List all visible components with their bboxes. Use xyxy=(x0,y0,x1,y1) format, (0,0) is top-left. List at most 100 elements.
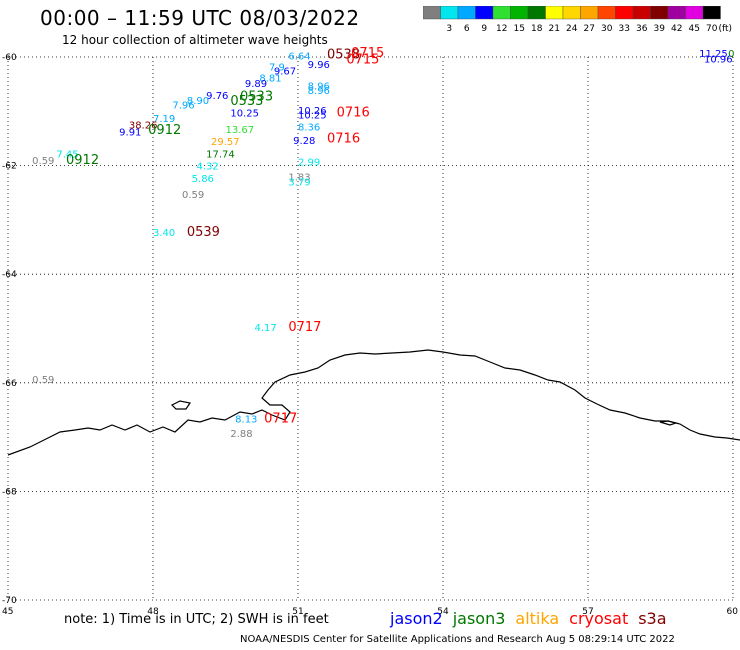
colorbar-swatch xyxy=(545,6,564,20)
wave-height-label: 7.45 xyxy=(56,149,78,160)
wave-height-label: 6.64 xyxy=(288,52,310,63)
wave-height-label: 0 xyxy=(728,49,734,60)
wave-height-label: 9.76 xyxy=(206,91,228,102)
colorbar-swatch xyxy=(457,6,476,20)
wave-height-label: 7.9 xyxy=(269,63,285,74)
lon-tick-label: 48 xyxy=(147,607,159,617)
colorbar-swatch xyxy=(597,6,616,20)
colorbar-swatch xyxy=(702,6,721,20)
wave-height-label: 10.25 xyxy=(230,109,259,120)
colorbar-label: 21 xyxy=(549,24,560,34)
colorbar-label: 15 xyxy=(514,24,525,34)
coastline-path xyxy=(7,349,740,456)
colorbar-swatch xyxy=(423,6,441,20)
wave-height-label: 8.36 xyxy=(298,122,320,133)
wave-height-label: 3.40 xyxy=(153,228,175,239)
wave-height-label: 8.90 xyxy=(187,96,209,107)
colorbar-label: 12 xyxy=(496,24,507,34)
wave-height-label: 1.83 xyxy=(288,172,310,183)
wave-height-label: 10.96 xyxy=(704,54,733,65)
wave-height-label: 8.96 xyxy=(308,86,330,97)
wave-height-label: 13.67 xyxy=(226,125,255,136)
lat-tick-label: -62 xyxy=(2,162,17,172)
colorbar-swatch xyxy=(492,6,511,20)
colorbar-swatch xyxy=(667,6,686,20)
lat-tick-label: -60 xyxy=(2,53,17,63)
colorbar-label: 30 xyxy=(601,24,613,34)
wave-height-label: 8.96 xyxy=(308,82,330,93)
wave-height-label: 9.96 xyxy=(308,60,330,71)
pass-time-label: 0717 xyxy=(288,320,321,335)
satellite-legend-entry: jason3 xyxy=(452,609,506,628)
colorbar-swatch xyxy=(685,6,704,20)
wave-height-label: 38.26 xyxy=(129,121,158,132)
wave-height-label: 4.17 xyxy=(255,323,277,334)
footer-credit: NOAA/NESDIS Center for Satellite Applica… xyxy=(240,634,675,645)
wave-height-label: 9.28 xyxy=(293,136,315,147)
colorbar-label: 24 xyxy=(566,24,578,34)
wave-height-label: 5.86 xyxy=(192,174,214,185)
colorbar-swatch xyxy=(580,6,599,20)
lat-tick-label: -68 xyxy=(2,487,17,497)
colorbar-swatch xyxy=(510,6,529,20)
wave-height-label: 2.88 xyxy=(230,429,252,440)
satellite-legend-entry: cryosat xyxy=(569,609,629,628)
pass-time-label: 0539 xyxy=(187,225,220,240)
wave-height-label: 29.57 xyxy=(211,137,240,148)
wave-height-label: 9.89 xyxy=(245,79,267,90)
wave-height-label: 0.59 xyxy=(182,190,204,201)
map-subtitle: 12 hour collection of altimeter wave hei… xyxy=(62,33,328,47)
satellite-legend-entry: jason2 xyxy=(390,609,443,628)
colorbar-label: 27 xyxy=(584,24,595,34)
pass-time-label: 0715 xyxy=(351,46,384,61)
colorbar-unit: (ft) xyxy=(719,24,733,34)
colorbar-label: 3 xyxy=(446,24,452,34)
colorbar-label: 36 xyxy=(636,24,648,34)
wave-height-label: 4.32 xyxy=(197,161,219,172)
pass-time-label: 0538 xyxy=(327,48,360,63)
colorbar-label: 9 xyxy=(481,24,487,34)
lon-tick-label: 60 xyxy=(727,607,739,617)
map-title: 00:00 – 11:59 UTC 08/03/2022 xyxy=(40,6,360,30)
pass-time-label: 0715 xyxy=(346,53,379,68)
pass-time-label: 0912 xyxy=(66,153,99,168)
wave-height-label: 3.79 xyxy=(288,178,310,189)
colorbar-swatch xyxy=(527,6,546,20)
colorbar-label: 18 xyxy=(531,24,543,34)
wave-height-label: 9.91 xyxy=(119,128,141,139)
coastline-island xyxy=(170,400,191,410)
colorbar-label: 6 xyxy=(464,24,470,34)
wave-height-label: 2.99 xyxy=(298,158,320,169)
colorbar-swatch xyxy=(615,6,634,20)
satellite-legend-entry: s3a xyxy=(638,609,667,628)
wave-height-label: 10.25 xyxy=(298,110,327,121)
colorbar-swatch xyxy=(632,6,651,20)
wave-height-label: 0.59 xyxy=(32,375,54,386)
observation-labels: 6.64 0538071507159.967.99.678.819.899.768… xyxy=(32,46,734,440)
footer-note: note: 1) Time is in UTC; 2) SWH is in fe… xyxy=(64,612,329,627)
wave-height-label: 10.26 xyxy=(298,106,327,117)
lat-lon-grid xyxy=(7,56,734,601)
satellite-legend: jason2 jason3 altika cryosat s3a xyxy=(390,609,677,628)
lat-tick-label: -66 xyxy=(2,379,17,389)
axis-tick-labels: 45 48 51 54 57 60 -60 -62 -64 -66 -68 -70 xyxy=(2,53,738,617)
pass-time-label: 0533 xyxy=(240,89,273,104)
wave-height-label: 7.19 xyxy=(153,114,175,125)
pass-time-label: 0717 xyxy=(264,411,297,426)
colorbar-swatch xyxy=(650,6,669,20)
lon-tick-label: 54 xyxy=(437,607,449,617)
wave-height-label: 9.67 xyxy=(274,66,296,77)
lon-tick-label: 45 xyxy=(2,607,13,617)
colorbar-swatch xyxy=(440,6,459,20)
colorbar-label: 33 xyxy=(619,24,630,34)
pass-time-label: 0716 xyxy=(337,106,370,121)
wave-height-label: 11.25 xyxy=(699,49,728,60)
satellite-legend-entry: altika xyxy=(515,609,560,628)
colorbar-label: 70 xyxy=(706,24,718,34)
wave-height-label: 0.59 xyxy=(32,156,54,167)
antarctic-coastline xyxy=(7,349,740,456)
wave-height-label: 17.74 xyxy=(206,149,235,160)
colorbar-label: 45 xyxy=(689,24,700,34)
wave-height-label: 8.81 xyxy=(259,73,281,84)
